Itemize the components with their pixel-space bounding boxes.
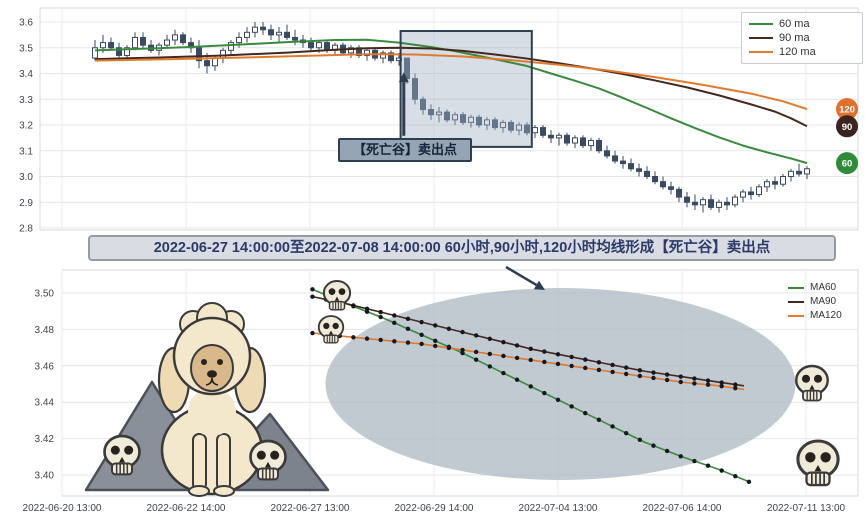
bottom-chart-legend: MA60 MA90 MA120	[788, 281, 842, 323]
legend-label: MA120	[810, 309, 842, 323]
legend-item: 90 ma	[749, 31, 855, 45]
legend-item: MA90	[788, 295, 842, 309]
legend-item: 60 ma	[749, 17, 855, 31]
legend-line-swatch	[788, 301, 804, 303]
x-tick-label: 2022-07-06 14:00	[643, 503, 722, 514]
price-candlestick-chart: 3.6 3.5 3.4 3.3 3.2 3.1 3.0 2.9 2.8 120 90 60	[0, 0, 865, 234]
legend-label: MA60	[810, 281, 836, 295]
top-chart-legend: 60 ma 90 ma 120 ma	[741, 12, 863, 64]
legend-line-swatch	[749, 51, 773, 53]
x-tick-label: 2022-07-04 13:00	[519, 503, 598, 514]
range-summary-title: 2022-06-27 14:00:00至2022-07-08 14:00:00 …	[88, 235, 836, 261]
y-tick-label: 3.6	[19, 18, 33, 29]
ma-lines-chart: 2022-06-20 13:00 2022-06-22 14:00 2022-06-…	[0, 264, 865, 520]
y-tick-label: 3.2	[19, 121, 33, 132]
svg-text:120: 120	[839, 105, 855, 116]
legend-label: 60 ma	[779, 17, 810, 31]
svg-text:90: 90	[842, 122, 853, 133]
legend-line-swatch	[749, 37, 773, 39]
y-tick-label: 3.1	[19, 146, 33, 157]
y-tick-label: 2.9	[19, 198, 33, 209]
y-tick-label: 3.3	[19, 95, 33, 106]
x-tick-label: 2022-06-20 13:00	[23, 503, 102, 514]
legend-label: 90 ma	[779, 31, 810, 45]
legend-label: 120 ma	[779, 45, 816, 59]
y-tick-label: 3.42	[35, 434, 55, 445]
x-tick-label: 2022-06-27 13:00	[271, 503, 350, 514]
legend-item: MA60	[788, 281, 842, 295]
legend-label: MA90	[810, 295, 836, 309]
death-valley-sell-annotation: 【死亡谷】卖出点	[338, 138, 472, 162]
y-tick-label: 3.44	[35, 398, 55, 409]
ma-badge-60: 60	[836, 152, 858, 174]
y-tick-label: 3.4	[19, 69, 33, 80]
chart-figure: 3.6 3.5 3.4 3.3 3.2 3.1 3.0 2.9 2.8 120 90 60 【死亡谷】…	[0, 0, 865, 520]
legend-item: 120 ma	[749, 45, 855, 59]
y-tick-label: 3.50	[35, 289, 55, 300]
ma-badge-90: 90	[836, 115, 858, 137]
x-tick-label: 2022-06-22 14:00	[147, 503, 226, 514]
y-tick-label: 2.8	[19, 224, 33, 235]
y-tick-label: 3.0	[19, 172, 33, 183]
y-tick-label: 3.46	[35, 361, 55, 372]
legend-item: MA120	[788, 309, 842, 323]
legend-line-swatch	[788, 287, 804, 289]
y-tick-label: 3.48	[35, 325, 55, 336]
legend-line-swatch	[749, 23, 773, 25]
y-tick-label: 3.40	[35, 471, 55, 482]
legend-line-swatch	[788, 315, 804, 317]
svg-text:60: 60	[842, 159, 853, 170]
x-tick-label: 2022-07-11 13:00	[767, 503, 846, 514]
y-tick-label: 3.5	[19, 43, 33, 54]
x-tick-label: 2022-06-29 14:00	[395, 503, 474, 514]
